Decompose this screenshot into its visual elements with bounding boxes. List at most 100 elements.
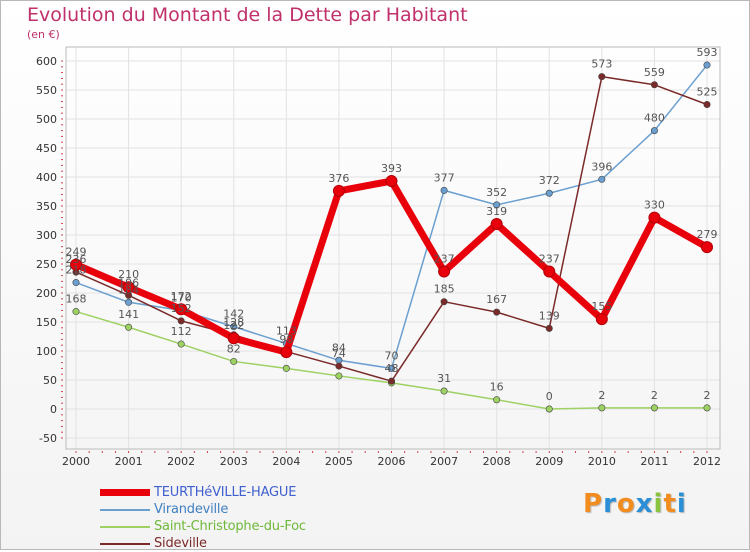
x-tick-label: 2002 xyxy=(167,455,195,468)
y-tick-label: 500 xyxy=(36,113,57,126)
legend-label: Saint-Christophe-du-Foc xyxy=(154,519,306,534)
x-tick-label: 2001 xyxy=(115,455,143,468)
logo-letter: o xyxy=(616,489,636,519)
data-label: 112 xyxy=(171,325,192,338)
y-tick-label: 550 xyxy=(36,84,57,97)
data-label: 2 xyxy=(598,389,605,402)
data-point xyxy=(650,404,658,412)
data-point xyxy=(385,175,398,188)
data-label: 74 xyxy=(332,347,346,360)
legend-label: Sideville xyxy=(154,536,207,551)
proxiti-logo: Proxiti xyxy=(583,489,687,519)
data-label: 82 xyxy=(227,342,241,355)
legend-label: Virandeville xyxy=(154,502,229,517)
x-tick-label: 2011 xyxy=(640,455,668,468)
chart-subtitle: (en €) xyxy=(27,28,60,41)
data-point xyxy=(230,357,238,365)
y-tick-label: 250 xyxy=(36,258,57,271)
data-label: 393 xyxy=(381,162,402,175)
data-point xyxy=(598,404,606,412)
legend-swatch xyxy=(100,525,150,528)
data-point xyxy=(650,127,658,135)
grid-layer xyxy=(66,47,720,449)
x-tick-label: 2006 xyxy=(378,455,406,468)
logo-letter: i xyxy=(676,489,687,519)
data-point xyxy=(543,265,556,278)
x-tick-label: 2005 xyxy=(325,455,353,468)
data-point xyxy=(282,364,290,372)
data-point xyxy=(122,281,135,294)
data-label: 237 xyxy=(539,253,560,266)
data-point xyxy=(440,387,448,395)
y-tick-label: 100 xyxy=(36,345,57,358)
data-point xyxy=(438,265,451,278)
data-label: 330 xyxy=(644,199,665,212)
legend-swatch xyxy=(100,489,150,496)
y-tick-label: 150 xyxy=(36,316,57,329)
data-point xyxy=(493,201,501,209)
data-point xyxy=(545,189,553,197)
data-point xyxy=(703,404,711,412)
data-point xyxy=(387,364,395,372)
data-label: 236 xyxy=(66,253,87,266)
data-point xyxy=(595,313,608,326)
y-tick-label: 300 xyxy=(36,229,57,242)
x-tick-label: 2010 xyxy=(588,455,616,468)
plot-border xyxy=(65,46,721,450)
data-label: 170 xyxy=(171,291,192,304)
x-tick-label: 2004 xyxy=(272,455,300,468)
data-label: 376 xyxy=(328,172,349,185)
legend-entry: Sideville xyxy=(100,535,306,552)
data-label: 249 xyxy=(66,246,87,259)
x-tick-label: 2009 xyxy=(535,455,563,468)
data-label: 141 xyxy=(118,308,139,321)
data-label: 593 xyxy=(697,46,718,59)
data-point xyxy=(493,308,501,316)
data-label: 218 xyxy=(66,264,87,277)
data-label: 525 xyxy=(697,86,718,99)
legend-swatch xyxy=(100,508,150,511)
data-point xyxy=(650,81,658,89)
data-point xyxy=(335,372,343,380)
data-label: 573 xyxy=(591,58,612,71)
logo-letter: t xyxy=(663,489,677,519)
data-label: 98 xyxy=(279,333,293,346)
data-label: 48 xyxy=(385,362,399,375)
y-tick-label: -50 xyxy=(39,432,57,445)
legend-entry: TEURTHéVILLE-HAGUE xyxy=(100,484,306,501)
data-label: 142 xyxy=(223,308,244,321)
y-tick-label: 450 xyxy=(36,142,57,155)
data-label: 168 xyxy=(66,293,87,306)
data-label: 559 xyxy=(644,66,665,79)
data-point xyxy=(177,317,185,325)
axis-layer: -50 0 50 100 150 200 250 300 350 400 450 500 550 600 2… xyxy=(36,46,721,468)
data-label: 2 xyxy=(651,389,658,402)
data-point xyxy=(648,211,661,224)
y-tick-label: 200 xyxy=(36,287,57,300)
x-tick-label: 2012 xyxy=(693,455,721,468)
data-point xyxy=(545,405,553,413)
data-label: 185 xyxy=(434,283,455,296)
y-tick-label: 600 xyxy=(36,55,57,68)
x-tick-label: 2008 xyxy=(483,455,511,468)
data-point xyxy=(280,346,293,359)
data-label: 279 xyxy=(697,228,718,241)
chart-title: Evolution du Montant de la Dette par Hab… xyxy=(27,4,468,26)
data-label: 184 xyxy=(118,283,139,296)
logo-letter: x xyxy=(635,489,654,519)
data-point xyxy=(175,303,188,316)
x-tick-label: 2000 xyxy=(62,455,90,468)
legend-label: TEURTHéVILLE-HAGUE xyxy=(154,485,297,500)
data-label: 84 xyxy=(332,341,346,354)
y-tick-label: 350 xyxy=(36,200,57,213)
data-label: 70 xyxy=(385,349,399,362)
data-label: 372 xyxy=(539,174,560,187)
data-label: 196 xyxy=(118,276,139,289)
data-label: 167 xyxy=(486,293,507,306)
x-tick-label: 2007 xyxy=(430,455,458,468)
data-point xyxy=(703,61,711,69)
logo-letter: P xyxy=(583,489,604,519)
data-point xyxy=(125,298,133,306)
legend: TEURTHéVILLE-HAGUE Virandeville Saint-Chri… xyxy=(100,484,306,552)
